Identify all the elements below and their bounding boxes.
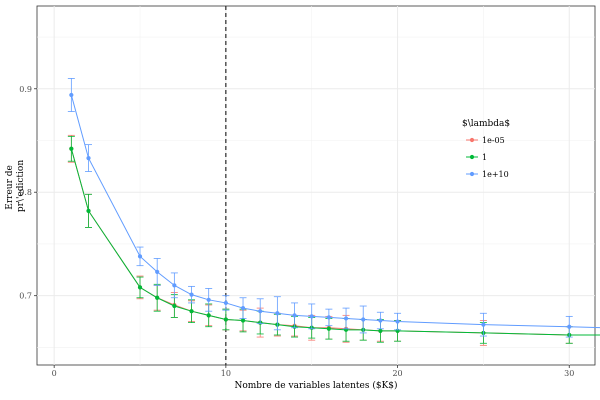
series-group — [67, 78, 600, 346]
data-point — [292, 313, 297, 318]
data-point — [258, 309, 263, 314]
legend-key-point — [469, 137, 475, 143]
data-point — [240, 318, 246, 323]
data-point — [395, 319, 400, 324]
data-point — [378, 318, 383, 323]
y-axis: 0.7 0.8 0.9 — [19, 85, 37, 301]
data-point — [206, 297, 211, 302]
data-point — [481, 322, 486, 327]
data-point — [275, 311, 280, 316]
data-point — [189, 309, 194, 314]
data-point — [223, 300, 228, 306]
x-tick-label: 0 — [52, 369, 57, 378]
data-point — [240, 305, 246, 311]
y-tick-label: 0.9 — [19, 85, 32, 94]
data-point — [326, 315, 331, 320]
x-tick-label: 30 — [564, 369, 574, 378]
y-axis-title-line1: Erreur de — [5, 165, 15, 210]
legend-label: 1 — [482, 153, 487, 162]
data-point — [309, 314, 314, 319]
legend-key-point — [469, 154, 475, 160]
data-point — [567, 324, 572, 329]
legend: $\lambda$ 1e-05 1 1e+10 — [462, 119, 510, 179]
data-point — [155, 295, 160, 300]
legend-entry: 1e+10 — [466, 170, 509, 179]
data-point — [155, 269, 160, 274]
data-point — [86, 208, 91, 213]
data-point — [172, 303, 177, 309]
legend-entry: 1 — [466, 153, 487, 162]
grid — [37, 6, 595, 365]
x-tick-label: 20 — [392, 369, 402, 378]
data-point — [378, 328, 383, 333]
data-point — [86, 155, 91, 161]
data-point — [223, 317, 228, 322]
data-point — [137, 254, 143, 259]
plot-panel — [36, 5, 596, 366]
y-tick-label: 0.7 — [19, 292, 32, 301]
data-point — [189, 292, 194, 297]
series-1e+10 — [67, 78, 600, 338]
data-point — [69, 92, 74, 98]
data-point — [137, 285, 143, 290]
data-point — [69, 146, 74, 151]
y-tick-label: 0.8 — [19, 188, 32, 197]
legend-key-point — [469, 171, 475, 177]
y-axis-title: Erreur de pr\'ediction — [5, 160, 26, 212]
legend-label: 1e+10 — [482, 170, 509, 179]
data-point — [172, 283, 177, 288]
x-axis: 0 10 20 30 — [52, 365, 574, 378]
legend-title: $\lambda$ — [462, 119, 510, 129]
data-point — [206, 313, 211, 318]
data-point — [343, 316, 349, 321]
y-axis-title-line2: pr\'ediction — [16, 160, 26, 212]
legend-label: 1e-05 — [482, 136, 505, 145]
legend-entry: 1e-05 — [466, 136, 505, 145]
data-point — [361, 317, 366, 322]
x-axis-title: Nombre de variables latentes ($K$) — [234, 380, 397, 391]
data-point — [326, 326, 331, 331]
x-tick-label: 10 — [221, 369, 231, 378]
